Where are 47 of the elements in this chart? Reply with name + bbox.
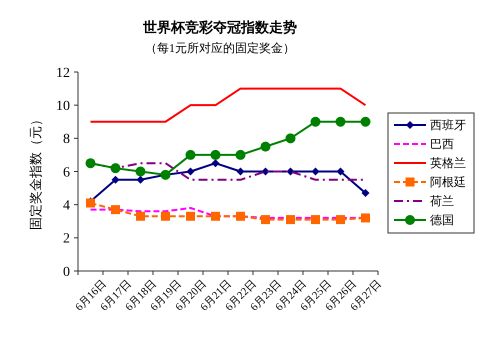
legend-label: 巴西	[430, 137, 454, 152]
point	[336, 116, 346, 127]
point	[161, 212, 170, 221]
legend-label: 德国	[430, 213, 454, 228]
point	[286, 215, 295, 224]
point	[186, 150, 196, 160]
y-tick-label: 12	[56, 66, 70, 81]
point	[311, 215, 320, 224]
legend-label: 西班牙	[430, 118, 466, 132]
chart-subtitle: （每1元所对应的固定奖金）	[145, 41, 295, 55]
point	[260, 142, 270, 152]
point	[312, 168, 320, 176]
point	[362, 189, 370, 198]
y-tick-label: 6	[63, 165, 70, 180]
point	[186, 212, 195, 221]
y-tick-label: 4	[63, 198, 70, 214]
point	[210, 150, 220, 160]
point	[236, 150, 246, 160]
y-tick-label: 2	[63, 232, 70, 247]
point	[136, 212, 145, 221]
point	[211, 212, 220, 221]
point	[212, 159, 220, 168]
point	[286, 133, 296, 144]
point	[236, 168, 244, 176]
point	[136, 176, 144, 184]
point	[86, 198, 95, 208]
legend-label: 英格兰	[430, 156, 466, 170]
point	[310, 116, 320, 127]
point	[236, 212, 245, 221]
point	[112, 176, 120, 184]
y-tick-label: 0	[63, 264, 70, 280]
legend-label: 荷兰	[430, 194, 454, 208]
point	[186, 168, 194, 176]
y-axis-title: 固定奖金指数（元）	[28, 113, 43, 230]
point	[336, 215, 345, 224]
point	[86, 158, 96, 168]
point	[360, 116, 370, 127]
point	[111, 205, 120, 214]
y-tick-label: 8	[63, 132, 70, 148]
point	[336, 168, 344, 176]
point	[361, 213, 370, 222]
chart-title: 世界杯竞彩夺冠指数走势	[142, 19, 297, 36]
legend-label: 阿根廷	[430, 175, 466, 190]
point	[136, 166, 146, 176]
point	[261, 215, 270, 224]
point	[110, 163, 120, 174]
y-tick-label: 10	[56, 99, 70, 114]
